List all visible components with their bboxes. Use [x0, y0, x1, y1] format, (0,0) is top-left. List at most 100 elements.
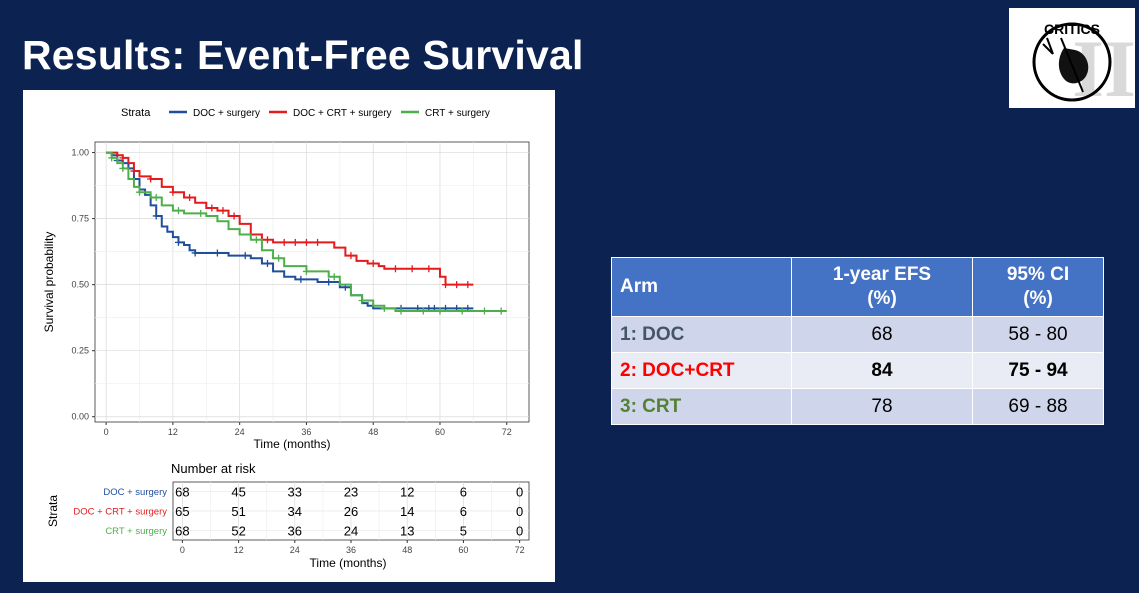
censor-mark: [280, 238, 288, 246]
risk-count: 5: [460, 523, 467, 538]
risk-row-label: CRT + surgery: [105, 526, 167, 537]
km-chart: Strata DOC + surgery DOC + CRT + surgery C…: [42, 107, 530, 570]
risk-x-tick-label: 0: [180, 545, 185, 555]
risk-count: 65: [175, 504, 189, 519]
risk-count: 45: [231, 485, 245, 500]
efs-cell: 68: [791, 316, 973, 353]
risk-count: 36: [288, 523, 302, 538]
risk-x-tick-label: 72: [515, 545, 525, 555]
censor-mark: [419, 307, 427, 315]
table-row: 2: DOC+CRT 84 75 - 94: [611, 352, 1104, 389]
x-tick-label: 0: [104, 427, 109, 437]
risk-count: 24: [344, 523, 358, 538]
logo-graphic: II CRITICS: [1032, 21, 1136, 114]
censor-mark: [213, 249, 221, 257]
risk-count: 12: [400, 485, 414, 500]
censor-mark: [453, 281, 461, 289]
censor-mark: [380, 304, 388, 312]
critics-logo: II CRITICS: [1009, 8, 1136, 114]
censor-mark: [191, 249, 199, 257]
efs-cell: 84: [791, 352, 973, 389]
risk-x-tick-label: 60: [458, 545, 468, 555]
censor-mark: [369, 260, 377, 268]
risk-count: 0: [516, 485, 523, 500]
censor-mark: [152, 212, 160, 220]
y-tick-label: 0.75: [71, 214, 89, 224]
risk-x-axis-label: Time (months): [310, 556, 387, 570]
censor-mark: [219, 207, 227, 215]
legend-label: CRT + surgery: [425, 108, 490, 119]
plot-panel: 0 12 24 36 48 60 72 0.00 0.25 0.50 0.75 1.00 Time (m…: [42, 141, 530, 451]
censor-mark: [186, 193, 194, 201]
arm-cell: 3: CRT: [611, 388, 792, 425]
legend-label: DOC + surgery: [193, 108, 260, 119]
x-tick-label: 24: [235, 427, 245, 437]
censor-mark: [174, 207, 182, 215]
censor-mark: [169, 188, 177, 196]
arm-cell: 2: DOC+CRT: [611, 352, 792, 389]
logo-arrow-icon: [1060, 37, 1084, 93]
risk-count: 6: [460, 485, 467, 500]
censor-mark: [152, 193, 160, 201]
censor-mark: [480, 307, 488, 315]
risk-count: 68: [175, 523, 189, 538]
censor-mark: [442, 281, 450, 289]
risk-x-tick-label: 48: [402, 545, 412, 555]
censor-mark: [330, 273, 338, 281]
x-tick-label: 60: [435, 427, 445, 437]
risk-count: 14: [400, 504, 414, 519]
ci-cell: 75 - 94: [972, 352, 1104, 389]
risk-count: 51: [231, 504, 245, 519]
chart-legend: Strata DOC + surgery DOC + CRT + surgery C…: [121, 107, 490, 119]
logo-feather-icon: [1042, 37, 1054, 55]
censor-mark: [458, 307, 466, 315]
censor-mark: [291, 238, 299, 246]
risk-count: 52: [231, 523, 245, 538]
censor-mark: [241, 252, 249, 260]
risk-count: 13: [400, 523, 414, 538]
legend-label: DOC + CRT + surgery: [293, 108, 392, 119]
ci-cell: 58 - 80: [972, 316, 1104, 353]
table-row: 3: CRT 78 69 - 88: [611, 388, 1104, 425]
ci-cell: 69 - 88: [972, 388, 1104, 425]
table-header-row: Arm 1-year EFS (%) 95% CI (%): [611, 257, 1104, 317]
y-tick-label: 0.50: [71, 280, 89, 290]
censor-mark: [119, 154, 127, 162]
efs-cell: 78: [791, 388, 973, 425]
censor-mark: [436, 307, 444, 315]
censor-mark: [297, 275, 305, 283]
legend-title: Strata: [121, 107, 151, 119]
censor-mark: [108, 154, 116, 162]
plot-frame: [94, 141, 530, 423]
censor-mark: [302, 267, 310, 275]
efs-results-table: Arm 1-year EFS (%) 95% CI (%) 1: DOC 68 58…: [611, 257, 1104, 425]
censor-mark: [263, 260, 271, 268]
y-tick-label: 0.25: [71, 346, 89, 356]
header-arm: Arm: [611, 257, 792, 317]
censor-mark: [425, 265, 433, 273]
y-tick-label: 1.00: [71, 148, 89, 158]
risk-count: 68: [175, 485, 189, 500]
censor-mark: [275, 254, 283, 262]
y-tick-label: 0.00: [71, 412, 89, 422]
survival-curve: [106, 151, 507, 313]
risk-x-tick-label: 36: [346, 545, 356, 555]
censor-mark: [325, 278, 333, 286]
censor-mark: [347, 252, 355, 260]
risk-x-tick-label: 24: [290, 545, 300, 555]
logo-text: CRITICS: [1044, 21, 1100, 37]
risk-count: 34: [288, 504, 302, 519]
risk-x-tick-label: 12: [234, 545, 244, 555]
x-tick-label: 48: [368, 427, 378, 437]
slide-title: Results: Event-Free Survival: [22, 32, 584, 78]
risk-count: 0: [516, 504, 523, 519]
logo-ring: [1032, 22, 1112, 102]
x-tick-label: 36: [301, 427, 311, 437]
logo-stomach-icon: [1058, 48, 1089, 84]
arm-cell: 1: DOC: [611, 316, 792, 353]
censor-mark: [136, 188, 144, 196]
censor-mark: [208, 204, 216, 212]
header-1yr-efs: 1-year EFS (%): [791, 257, 973, 317]
censor-mark: [358, 296, 366, 304]
